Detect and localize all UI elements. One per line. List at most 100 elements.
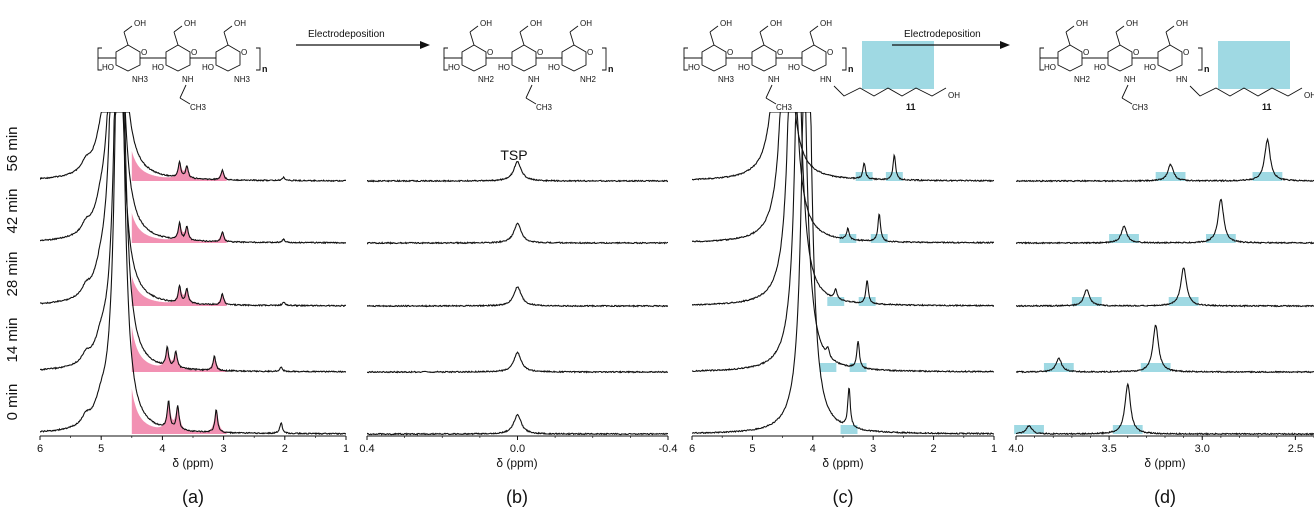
sugar-ring — [215, 44, 241, 72]
time-label: 42 min — [4, 188, 21, 233]
svg-text:HO: HO — [202, 63, 214, 72]
svg-text:HO: HO — [498, 63, 510, 72]
svg-text:CH3: CH3 — [776, 103, 793, 112]
spectrum-trace — [1016, 137, 1314, 183]
highlight-region — [858, 297, 876, 306]
spectrum-trace — [40, 112, 346, 435]
svg-text:NH: NH — [768, 75, 780, 84]
svg-text:HO: HO — [102, 63, 114, 72]
x-tick-label: 5 — [749, 443, 755, 455]
peg-chitosan-structure-before: OH HO O OH HO O OH HO O NH3 NH CH3 n HN 11 OH — [683, 19, 960, 112]
spectrum-trace — [40, 112, 346, 308]
x-axis-label: δ (ppm) — [1144, 456, 1185, 470]
x-tick-label: 5 — [98, 443, 104, 455]
x-tick-label: 4 — [810, 443, 816, 455]
sugar-ring — [1157, 44, 1183, 72]
svg-text:OH: OH — [770, 19, 782, 28]
svg-text:OH: OH — [530, 19, 542, 28]
svg-text:OH: OH — [720, 19, 732, 28]
svg-text:n: n — [262, 64, 268, 74]
svg-text:O: O — [587, 48, 593, 57]
panel-label: (b) — [506, 487, 528, 507]
svg-text:CH3: CH3 — [536, 103, 553, 112]
x-tick-label: 0.0 — [510, 443, 525, 455]
spectrum-trace — [692, 112, 994, 245]
x-tick-label: 4.0 — [1008, 443, 1023, 455]
svg-text:NH: NH — [528, 75, 540, 84]
x-tick-label: 1 — [343, 443, 349, 455]
peg-highlight — [862, 41, 934, 89]
sugar-ring — [115, 44, 141, 72]
svg-text:NH3: NH3 — [234, 75, 251, 84]
highlight-region — [870, 234, 888, 243]
spectrum-trace — [40, 112, 346, 245]
svg-text:NH: NH — [1124, 75, 1136, 84]
highlight-region — [1155, 172, 1186, 181]
svg-text:O: O — [1083, 48, 1089, 57]
highlight-region — [839, 234, 857, 243]
x-tick-label: 3.0 — [1195, 443, 1210, 455]
highlight-region — [131, 213, 227, 243]
panel-d: 4.0 3.5 3.0 2.5 δ (ppm) (d) — [1008, 137, 1314, 507]
sugar-ring — [1107, 44, 1133, 72]
spectrum-trace — [692, 112, 994, 308]
svg-text:O: O — [487, 48, 493, 57]
highlight-region — [1071, 297, 1102, 306]
svg-text:HO: HO — [1094, 63, 1106, 72]
highlight-region — [1014, 425, 1044, 434]
svg-text:CH3: CH3 — [190, 103, 207, 112]
spectrum-trace — [367, 286, 668, 308]
x-tick-label: 2.5 — [1288, 443, 1303, 455]
spectrum-trace — [40, 112, 346, 183]
highlight-region — [1168, 297, 1199, 306]
svg-text:HO: HO — [548, 63, 560, 72]
panel-label: (c) — [833, 487, 854, 507]
svg-text:NH: NH — [182, 75, 194, 84]
tsp-annotation: TSP — [500, 147, 527, 163]
highlight-region — [855, 172, 873, 181]
panel-label: (a) — [182, 487, 204, 507]
highlight-region — [840, 425, 858, 434]
svg-text:HO: HO — [738, 63, 750, 72]
sugar-ring — [751, 44, 777, 72]
highlight-region — [885, 172, 903, 181]
svg-text:OH: OH — [184, 19, 196, 28]
svg-text:OH: OH — [1304, 91, 1314, 100]
highlight-region — [131, 388, 227, 434]
sugar-ring — [1057, 44, 1083, 72]
chitosan-structure-before: OH HO O OH HO O OH HO O NH3 NH CH3 NH3 n — [97, 19, 268, 112]
svg-text:OH: OH — [234, 19, 246, 28]
x-tick-label: 3 — [870, 443, 876, 455]
sugar-ring — [511, 44, 537, 72]
svg-text:O: O — [537, 48, 543, 57]
svg-text:CH3: CH3 — [1132, 103, 1149, 112]
svg-text:n: n — [608, 64, 614, 74]
svg-text:OH: OH — [948, 91, 960, 100]
time-label: 28 min — [4, 251, 21, 296]
highlight-region — [1140, 363, 1171, 372]
time-label: 56 min — [4, 126, 21, 171]
svg-text:NH3: NH3 — [718, 75, 735, 84]
x-tick-label: 4 — [159, 443, 165, 455]
x-tick-label: -0.4 — [659, 443, 678, 455]
reaction-arrow-left: Electrodeposition — [296, 29, 430, 49]
peg-highlight — [1218, 41, 1290, 89]
svg-text:O: O — [1183, 48, 1189, 57]
highlight-region — [1112, 425, 1143, 434]
svg-text:OH: OH — [134, 19, 146, 28]
spectrum-trace — [1016, 267, 1314, 308]
panel-label: (d) — [1154, 487, 1176, 507]
x-tick-label: 3.5 — [1101, 443, 1116, 455]
svg-text:OH: OH — [1126, 19, 1138, 28]
panel-a: 6 5 4 3 2 1 δ (ppm) (a) — [37, 112, 349, 507]
x-tick-label: 1 — [991, 443, 997, 455]
spectrum-trace — [367, 351, 668, 374]
highlight-region — [1043, 363, 1074, 372]
time-label: 0 min — [4, 384, 21, 421]
svg-text:OH: OH — [480, 19, 492, 28]
highlight-region — [131, 276, 227, 306]
svg-text:O: O — [141, 48, 147, 57]
svg-text:HO: HO — [448, 63, 460, 72]
x-tick-label: 6 — [37, 443, 43, 455]
